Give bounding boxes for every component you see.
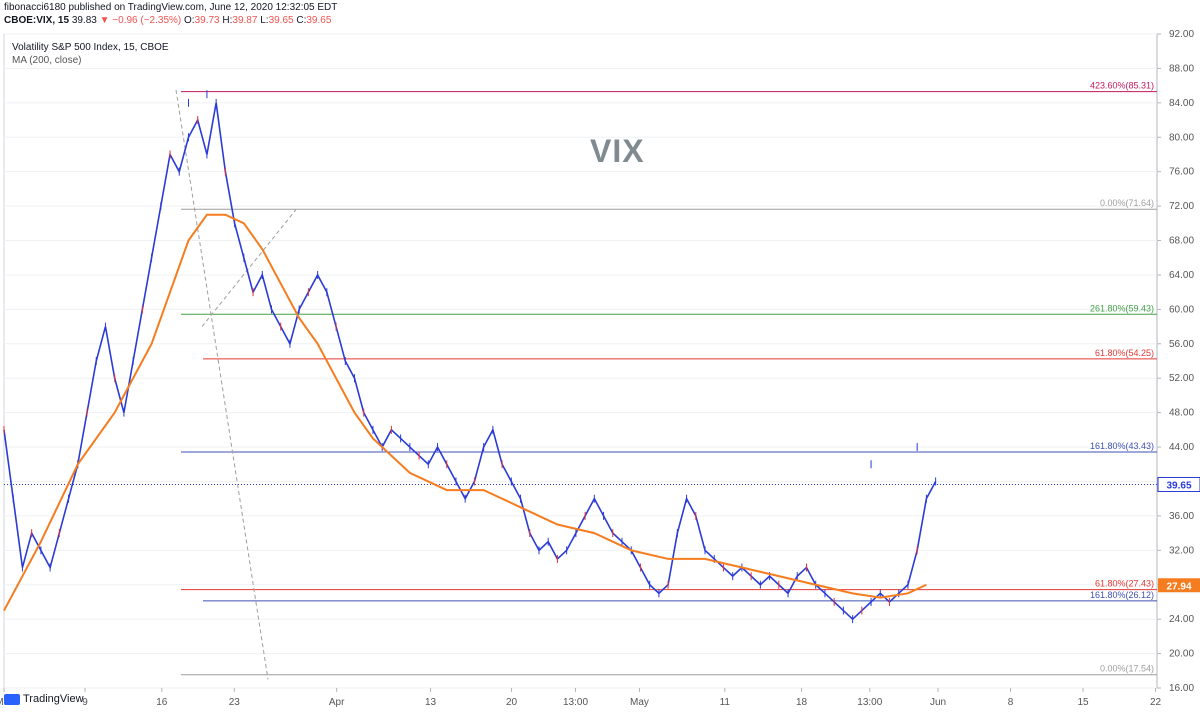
y-tick-label: 92.00 <box>1169 29 1194 40</box>
fib-level-label: 261.80%(59.43) <box>1090 303 1154 313</box>
x-tick-label: 13:00 <box>857 697 882 708</box>
y-tick-label: 84.00 <box>1169 98 1194 109</box>
fib-level-label: 61.80%(54.25) <box>1095 348 1154 358</box>
x-tick-label: 15 <box>1077 697 1089 708</box>
ma-price-box: 27.94 <box>1158 578 1200 593</box>
brand-label: TradingView <box>23 693 84 705</box>
x-tick-label: 22 <box>1150 697 1162 708</box>
open-value: 39.73 <box>194 15 220 26</box>
x-tick-label: 16 <box>156 697 168 708</box>
fib-level-label: 0.00%(17.54) <box>1100 664 1154 674</box>
fib-level-label: 0.00%(71.64) <box>1100 198 1154 208</box>
open-label: O: <box>184 15 195 26</box>
x-tick-label: 8 <box>1008 697 1014 708</box>
tradingview-footer[interactable]: TradingView <box>4 693 84 705</box>
x-tick-label: 13:00 <box>563 697 588 708</box>
y-tick-label: 56.00 <box>1169 339 1194 350</box>
y-tick-label: 36.00 <box>1169 511 1194 522</box>
plot-area <box>3 33 1158 689</box>
trend-dashed-line <box>175 89 269 680</box>
y-tick-label: 48.00 <box>1169 408 1194 419</box>
tradingview-logo-icon <box>4 693 20 705</box>
ohlc-line: CBOE:VIX, 15 39.83 ▼ −0.96 (−2.35%) O:39… <box>4 15 331 26</box>
last-price-label: 39.65 <box>1166 480 1191 491</box>
x-tick-label: 13 <box>425 697 437 708</box>
ticker-watermark: VIX <box>590 133 645 169</box>
high-value: 39.87 <box>232 15 258 26</box>
y-tick-label: 80.00 <box>1169 132 1194 143</box>
fib-level-label: 161.80%(26.12) <box>1090 590 1154 600</box>
close-label: C: <box>296 15 307 26</box>
legend-indicator: MA (200, close) <box>12 55 82 66</box>
change-value: ▼ −0.96 (−2.35%) <box>99 15 182 26</box>
y-tick-label: 44.00 <box>1169 442 1194 453</box>
x-tick-label: 18 <box>796 697 808 708</box>
y-tick-label: 64.00 <box>1169 270 1194 281</box>
ma-price-label: 27.94 <box>1166 581 1191 592</box>
x-tick-label: 9 <box>82 697 88 708</box>
x-tick-label: Jun <box>930 697 946 708</box>
ma-series-line <box>3 213 927 612</box>
x-tick-label: Apr <box>329 697 345 708</box>
y-tick-label: 16.00 <box>1169 683 1194 694</box>
close-value: 39.65 <box>306 15 332 26</box>
low-value: 39.65 <box>268 15 294 26</box>
last-price: 39.83 <box>71 15 97 26</box>
last-price-box: 39.65 <box>1157 476 1200 492</box>
legend-title: Volatility S&P 500 Index, 15, CBOE <box>12 42 169 53</box>
y-tick-label: 60.00 <box>1169 304 1194 315</box>
low-label: L: <box>260 15 269 26</box>
x-tick-label: 23 <box>229 697 241 708</box>
y-tick-label: 72.00 <box>1169 201 1194 212</box>
y-tick-label: 24.00 <box>1169 614 1194 625</box>
publish-info: fibonacci6180 published on TradingView.c… <box>4 2 338 13</box>
y-tick-label: 88.00 <box>1169 63 1194 74</box>
y-tick-label: 76.00 <box>1169 167 1194 178</box>
high-label: H: <box>222 15 233 26</box>
y-tick-label: 20.00 <box>1169 649 1194 660</box>
fib-level-label: 61.80%(27.43) <box>1095 579 1154 589</box>
y-tick-label: 32.00 <box>1169 545 1194 556</box>
y-tick-label: 68.00 <box>1169 236 1194 247</box>
x-tick-label: 20 <box>506 697 518 708</box>
symbol-label: CBOE:VIX, 15 <box>4 15 70 26</box>
fib-level-label: 423.60%(85.31) <box>1090 81 1154 91</box>
fib-level-label: 161.80%(43.43) <box>1090 441 1154 451</box>
x-tick-label: May <box>630 697 649 708</box>
x-tick-label: 11 <box>720 697 731 708</box>
y-tick-label: 52.00 <box>1169 373 1194 384</box>
